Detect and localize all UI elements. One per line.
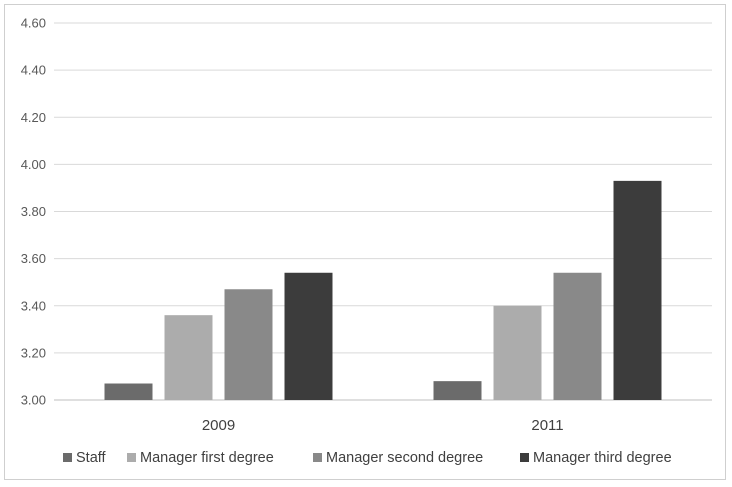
bar-staff-2011 (433, 381, 482, 400)
y-tick-label: 3.80 (21, 204, 46, 219)
legend-swatch (63, 453, 72, 462)
legend-swatch (520, 453, 529, 462)
x-category-label: 2009 (202, 417, 235, 434)
bars (104, 180, 662, 400)
legend-label: Staff (76, 450, 107, 466)
legend: Staff Manager first degree Manager second … (63, 450, 672, 466)
x-axis-categories: 2009 2011 (202, 417, 564, 434)
legend-label: Manager third degree (533, 450, 672, 466)
y-tick-label: 3.00 (21, 393, 46, 408)
chart-frame (4, 4, 726, 480)
bar-manager-first-degree-2011 (493, 305, 542, 400)
bar-manager-second-degree-2011 (553, 272, 602, 400)
bar-manager-third-degree-2009 (284, 272, 333, 400)
legend-swatch (313, 453, 322, 462)
bar-manager-third-degree-2011 (613, 180, 662, 400)
y-tick-label: 3.40 (21, 298, 46, 313)
y-tick-label: 4.00 (21, 157, 46, 172)
y-tick-label: 3.20 (21, 345, 46, 360)
y-tick-label: 3.60 (21, 251, 46, 266)
bar-manager-second-degree-2009 (224, 289, 273, 400)
legend-swatch (127, 453, 136, 462)
y-tick-label: 4.20 (21, 110, 46, 125)
y-axis-ticks: 3.00 3.20 3.40 3.60 3.80 4.00 4.20 4.40 4.60 (21, 16, 46, 408)
legend-label: Manager first degree (140, 450, 274, 466)
bar-staff-2009 (104, 383, 153, 400)
y-tick-label: 4.60 (21, 16, 46, 31)
y-tick-label: 4.40 (21, 63, 46, 78)
gridlines (54, 22, 712, 401)
x-category-label: 2011 (531, 417, 563, 434)
bar-manager-first-degree-2009 (164, 315, 213, 400)
legend-label: Manager second degree (326, 450, 483, 466)
